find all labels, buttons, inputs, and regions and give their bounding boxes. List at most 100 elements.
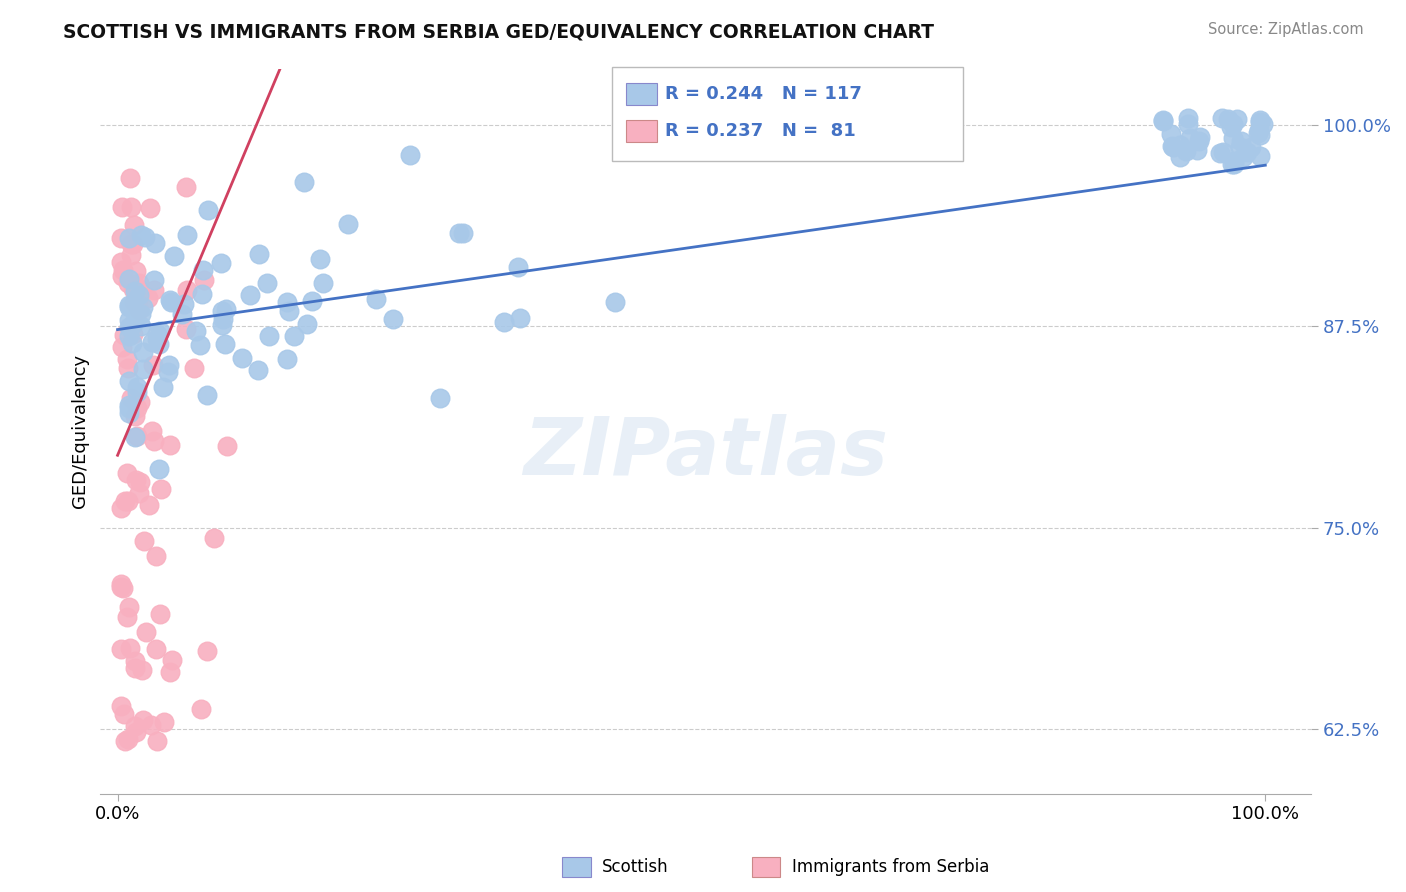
Point [134, 229, 156, 244]
Point [128, 303, 150, 318]
Point [132, 344, 155, 359]
Point [1249, 112, 1271, 127]
Point [160, 653, 183, 667]
Point [132, 362, 155, 376]
Point [295, 317, 318, 331]
Point [173, 297, 195, 311]
Point [159, 293, 181, 308]
Point [382, 312, 405, 326]
Point [176, 228, 198, 243]
Text: ZIPatlas: ZIPatlas [523, 414, 889, 491]
Point [247, 363, 270, 377]
Point [120, 200, 142, 214]
Point [128, 276, 150, 290]
Point [110, 254, 132, 268]
Point [1209, 146, 1232, 161]
Point [283, 328, 305, 343]
Point [451, 226, 474, 240]
Point [309, 252, 332, 266]
Point [117, 466, 139, 480]
Point [195, 388, 218, 402]
Point [145, 235, 167, 250]
Point [256, 276, 278, 290]
Point [143, 283, 166, 297]
Point [1240, 140, 1263, 154]
Point [508, 260, 530, 274]
Point [509, 310, 531, 325]
Point [149, 324, 172, 338]
Point [1161, 140, 1184, 154]
Point [494, 316, 516, 330]
Point [197, 202, 219, 217]
Point [1226, 112, 1249, 126]
Point [603, 295, 626, 310]
Point [138, 498, 160, 512]
Point [118, 298, 141, 312]
Point [176, 283, 198, 297]
Point [183, 361, 205, 376]
Text: SCOTTISH VS IMMIGRANTS FROM SERBIA GED/EQUIVALENCY CORRELATION CHART: SCOTTISH VS IMMIGRANTS FROM SERBIA GED/E… [63, 22, 934, 41]
Point [143, 434, 166, 448]
Point [141, 334, 163, 349]
Point [139, 718, 162, 732]
Point [1168, 137, 1191, 152]
Point [118, 401, 141, 415]
Point [1161, 139, 1184, 153]
Point [146, 327, 169, 342]
Point [191, 263, 214, 277]
Point [163, 248, 186, 262]
Point [337, 217, 360, 231]
Point [1229, 139, 1251, 153]
Point [118, 374, 141, 388]
Point [127, 293, 149, 307]
Point [276, 294, 298, 309]
Point [110, 698, 132, 713]
Point [1230, 135, 1253, 149]
Point [148, 462, 170, 476]
Point [125, 401, 148, 415]
Point [172, 307, 194, 321]
Point [128, 288, 150, 302]
Point [214, 337, 236, 351]
Point [211, 318, 233, 332]
Point [115, 610, 138, 624]
Point [1211, 112, 1233, 126]
Point [112, 706, 135, 721]
Point [1177, 111, 1199, 125]
Point [153, 714, 176, 729]
Point [1222, 117, 1244, 131]
Point [124, 429, 146, 443]
Point [121, 282, 143, 296]
Point [157, 365, 180, 379]
Point [190, 702, 212, 716]
Point [135, 625, 157, 640]
Point [129, 228, 152, 243]
Point [118, 405, 141, 419]
Point [174, 180, 197, 194]
Point [399, 147, 422, 161]
Point [122, 295, 145, 310]
Point [257, 329, 280, 343]
Point [160, 294, 183, 309]
Point [136, 291, 159, 305]
Point [447, 227, 470, 241]
Point [112, 582, 135, 596]
Point [1246, 127, 1268, 141]
Point [1152, 114, 1174, 128]
Point [122, 218, 145, 232]
Point [114, 328, 136, 343]
Point [215, 301, 238, 316]
Point [193, 273, 215, 287]
Point [110, 340, 132, 354]
Point [195, 644, 218, 658]
Point [129, 395, 152, 409]
Point [311, 276, 333, 290]
Point [118, 329, 141, 343]
Point [231, 351, 253, 365]
Text: Source: ZipAtlas.com: Source: ZipAtlas.com [1208, 22, 1364, 37]
Point [176, 322, 198, 336]
Point [1220, 157, 1243, 171]
Point [159, 438, 181, 452]
Point [122, 236, 145, 251]
Point [212, 311, 235, 326]
